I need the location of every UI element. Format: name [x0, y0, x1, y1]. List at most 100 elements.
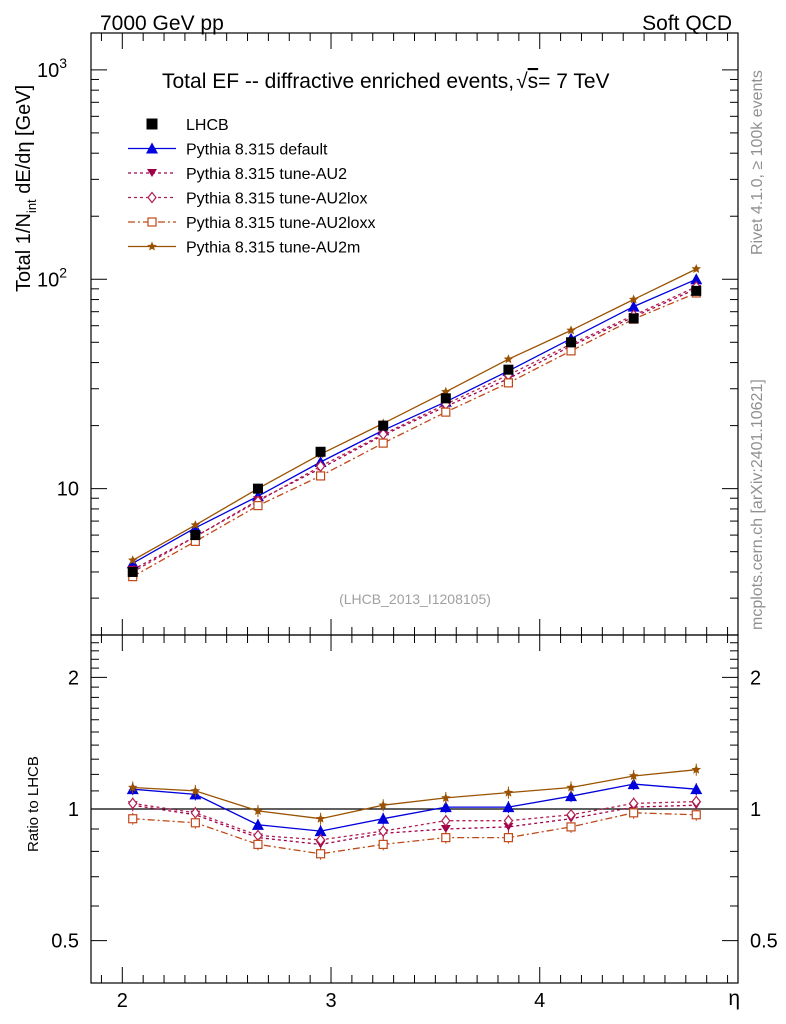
point-au2m	[628, 294, 639, 304]
ratio-line-default	[132, 783, 697, 832]
main-title-suffix: = 7 TeV	[538, 70, 609, 93]
ratio-point-au2loxx	[503, 833, 514, 843]
ratio-point-default	[377, 812, 390, 824]
point-au2loxx	[566, 346, 576, 356]
data-point-lhcb	[628, 313, 639, 324]
point-default	[627, 300, 640, 312]
xtick-label: 2	[117, 990, 128, 1012]
main-ylabel-tail: dE/dη [GeV]	[13, 85, 35, 200]
ratio-point-au2loxx	[190, 818, 200, 828]
data-point-lhcb	[252, 483, 263, 494]
header-left: 7000 GeV pp	[100, 12, 224, 35]
point-au2loxx	[441, 407, 451, 417]
legend-label-au2m: Pythia 8.315 tune-AU2m	[186, 240, 360, 257]
ratio-point-au2loxx	[629, 808, 639, 818]
ratio-point-default	[251, 818, 264, 830]
series-line-au2m	[132, 268, 697, 561]
ratio-ytick-label: 1	[68, 799, 79, 821]
ratio-point-au2loxx	[315, 849, 326, 859]
ratio-ytick-label: 2	[68, 667, 79, 689]
ratio-point-au2lox	[441, 814, 451, 827]
sqrt-s: s	[528, 70, 539, 93]
point-default	[126, 557, 139, 569]
rivet-label: Rivet 4.1.0, ≥ 100k events	[749, 70, 766, 255]
point-au2m	[566, 325, 576, 335]
ratio-ylabel: Ratio to LHCB	[25, 756, 42, 852]
main-title: Total EF -- diffractive enriched events,…	[162, 70, 610, 93]
data-point-lhcb	[440, 393, 451, 404]
ratio-point-default	[690, 783, 703, 795]
main-ylabel-sub: int	[24, 199, 39, 213]
sqrt-symbol: √	[516, 70, 528, 93]
point-au2lox	[315, 460, 326, 473]
ratio-line-au2m	[132, 769, 697, 820]
ratio-point-au2loxx	[691, 810, 701, 820]
point-au2m	[503, 354, 514, 364]
legend-label-default: Pythia 8.315 default	[186, 142, 328, 159]
ratio-point-au2lox	[378, 825, 388, 838]
point-au2loxx	[253, 500, 263, 511]
ratio-line-au2loxx	[132, 812, 697, 855]
xtick-label: 3	[325, 990, 336, 1012]
data-point-lhcb	[503, 364, 514, 375]
ratio-point-default	[565, 790, 578, 802]
ratio-point-au2lox	[127, 797, 138, 810]
ratio-point-au2m	[253, 805, 263, 815]
legend-label-au2lox: Pythia 8.315 tune-AU2lox	[186, 191, 367, 208]
ratio-point-au2loxx	[566, 822, 576, 832]
point-au2loxx	[503, 378, 514, 388]
xtick-label: 4	[534, 990, 545, 1012]
ratio-point-au2m	[566, 782, 576, 792]
ratio-point-default	[314, 825, 327, 837]
ratio-point-au2m	[315, 813, 326, 823]
ratio-point-au2lox	[566, 808, 576, 821]
series-line-au2lox	[132, 286, 697, 573]
main-ytick-label: 10	[57, 479, 79, 501]
main-ylabel-text: Total 1/N	[13, 213, 35, 292]
legend-label-au2: Pythia 8.315 tune-AU2	[186, 166, 347, 183]
legend-marker-lhcb	[146, 118, 158, 130]
point-au2loxx	[315, 471, 326, 481]
ratio-point-default	[502, 801, 515, 813]
ratio-point-au2	[440, 825, 451, 834]
point-au2m	[128, 555, 138, 565]
ratio-point-au2m	[691, 764, 701, 774]
point-au2loxx	[378, 438, 388, 448]
point-default	[690, 273, 703, 285]
legend-marker-au2loxx	[147, 217, 157, 227]
ratio-ytick-label: 0.5	[51, 931, 79, 953]
ratio-point-au2m	[503, 787, 514, 797]
data-point-lhcb	[190, 530, 201, 541]
data-point-lhcb	[315, 446, 326, 457]
legend-label-lhcb: LHCB	[186, 117, 229, 134]
header-right: Soft QCD	[642, 12, 732, 35]
ratio-point-au2m	[190, 785, 201, 795]
ratio-point-au2m	[628, 771, 639, 780]
ratio-ytick-label-right: 2	[750, 667, 761, 689]
main-ylabel: Total 1/Nint dE/dη [GeV]	[13, 85, 39, 292]
ratio-point-au2lox	[315, 833, 326, 846]
ratio-point-au2loxx	[441, 833, 451, 843]
ratio-point-au2m	[441, 792, 451, 802]
series-line-au2loxx	[132, 292, 697, 578]
ratio-ytick-label-right: 1	[750, 799, 761, 821]
main-ytick-label: 102	[37, 264, 67, 291]
ratio-point-au2loxx	[253, 839, 263, 849]
legend-marker-default	[146, 142, 158, 154]
data-point-lhcb	[127, 566, 138, 577]
ratio-point-au2lox	[503, 814, 514, 827]
legend-marker-au2	[147, 169, 157, 177]
point-au2m	[691, 264, 701, 273]
analysis-label: (LHCB_2013_I1208105)	[339, 591, 491, 607]
data-point-lhcb	[566, 337, 577, 348]
ratio-point-au2loxx	[378, 839, 388, 849]
ratio-line-au2lox	[132, 800, 697, 841]
data-point-lhcb	[691, 285, 702, 296]
ratio-point-au2loxx	[128, 814, 138, 824]
ratio-ytick-label-right: 0.5	[750, 931, 778, 953]
point-au2m	[190, 520, 201, 530]
legend-marker-au2m	[147, 241, 157, 251]
series-line-default	[132, 278, 697, 564]
ratio-point-au2m	[378, 800, 388, 810]
ratio-point-default	[627, 778, 640, 790]
